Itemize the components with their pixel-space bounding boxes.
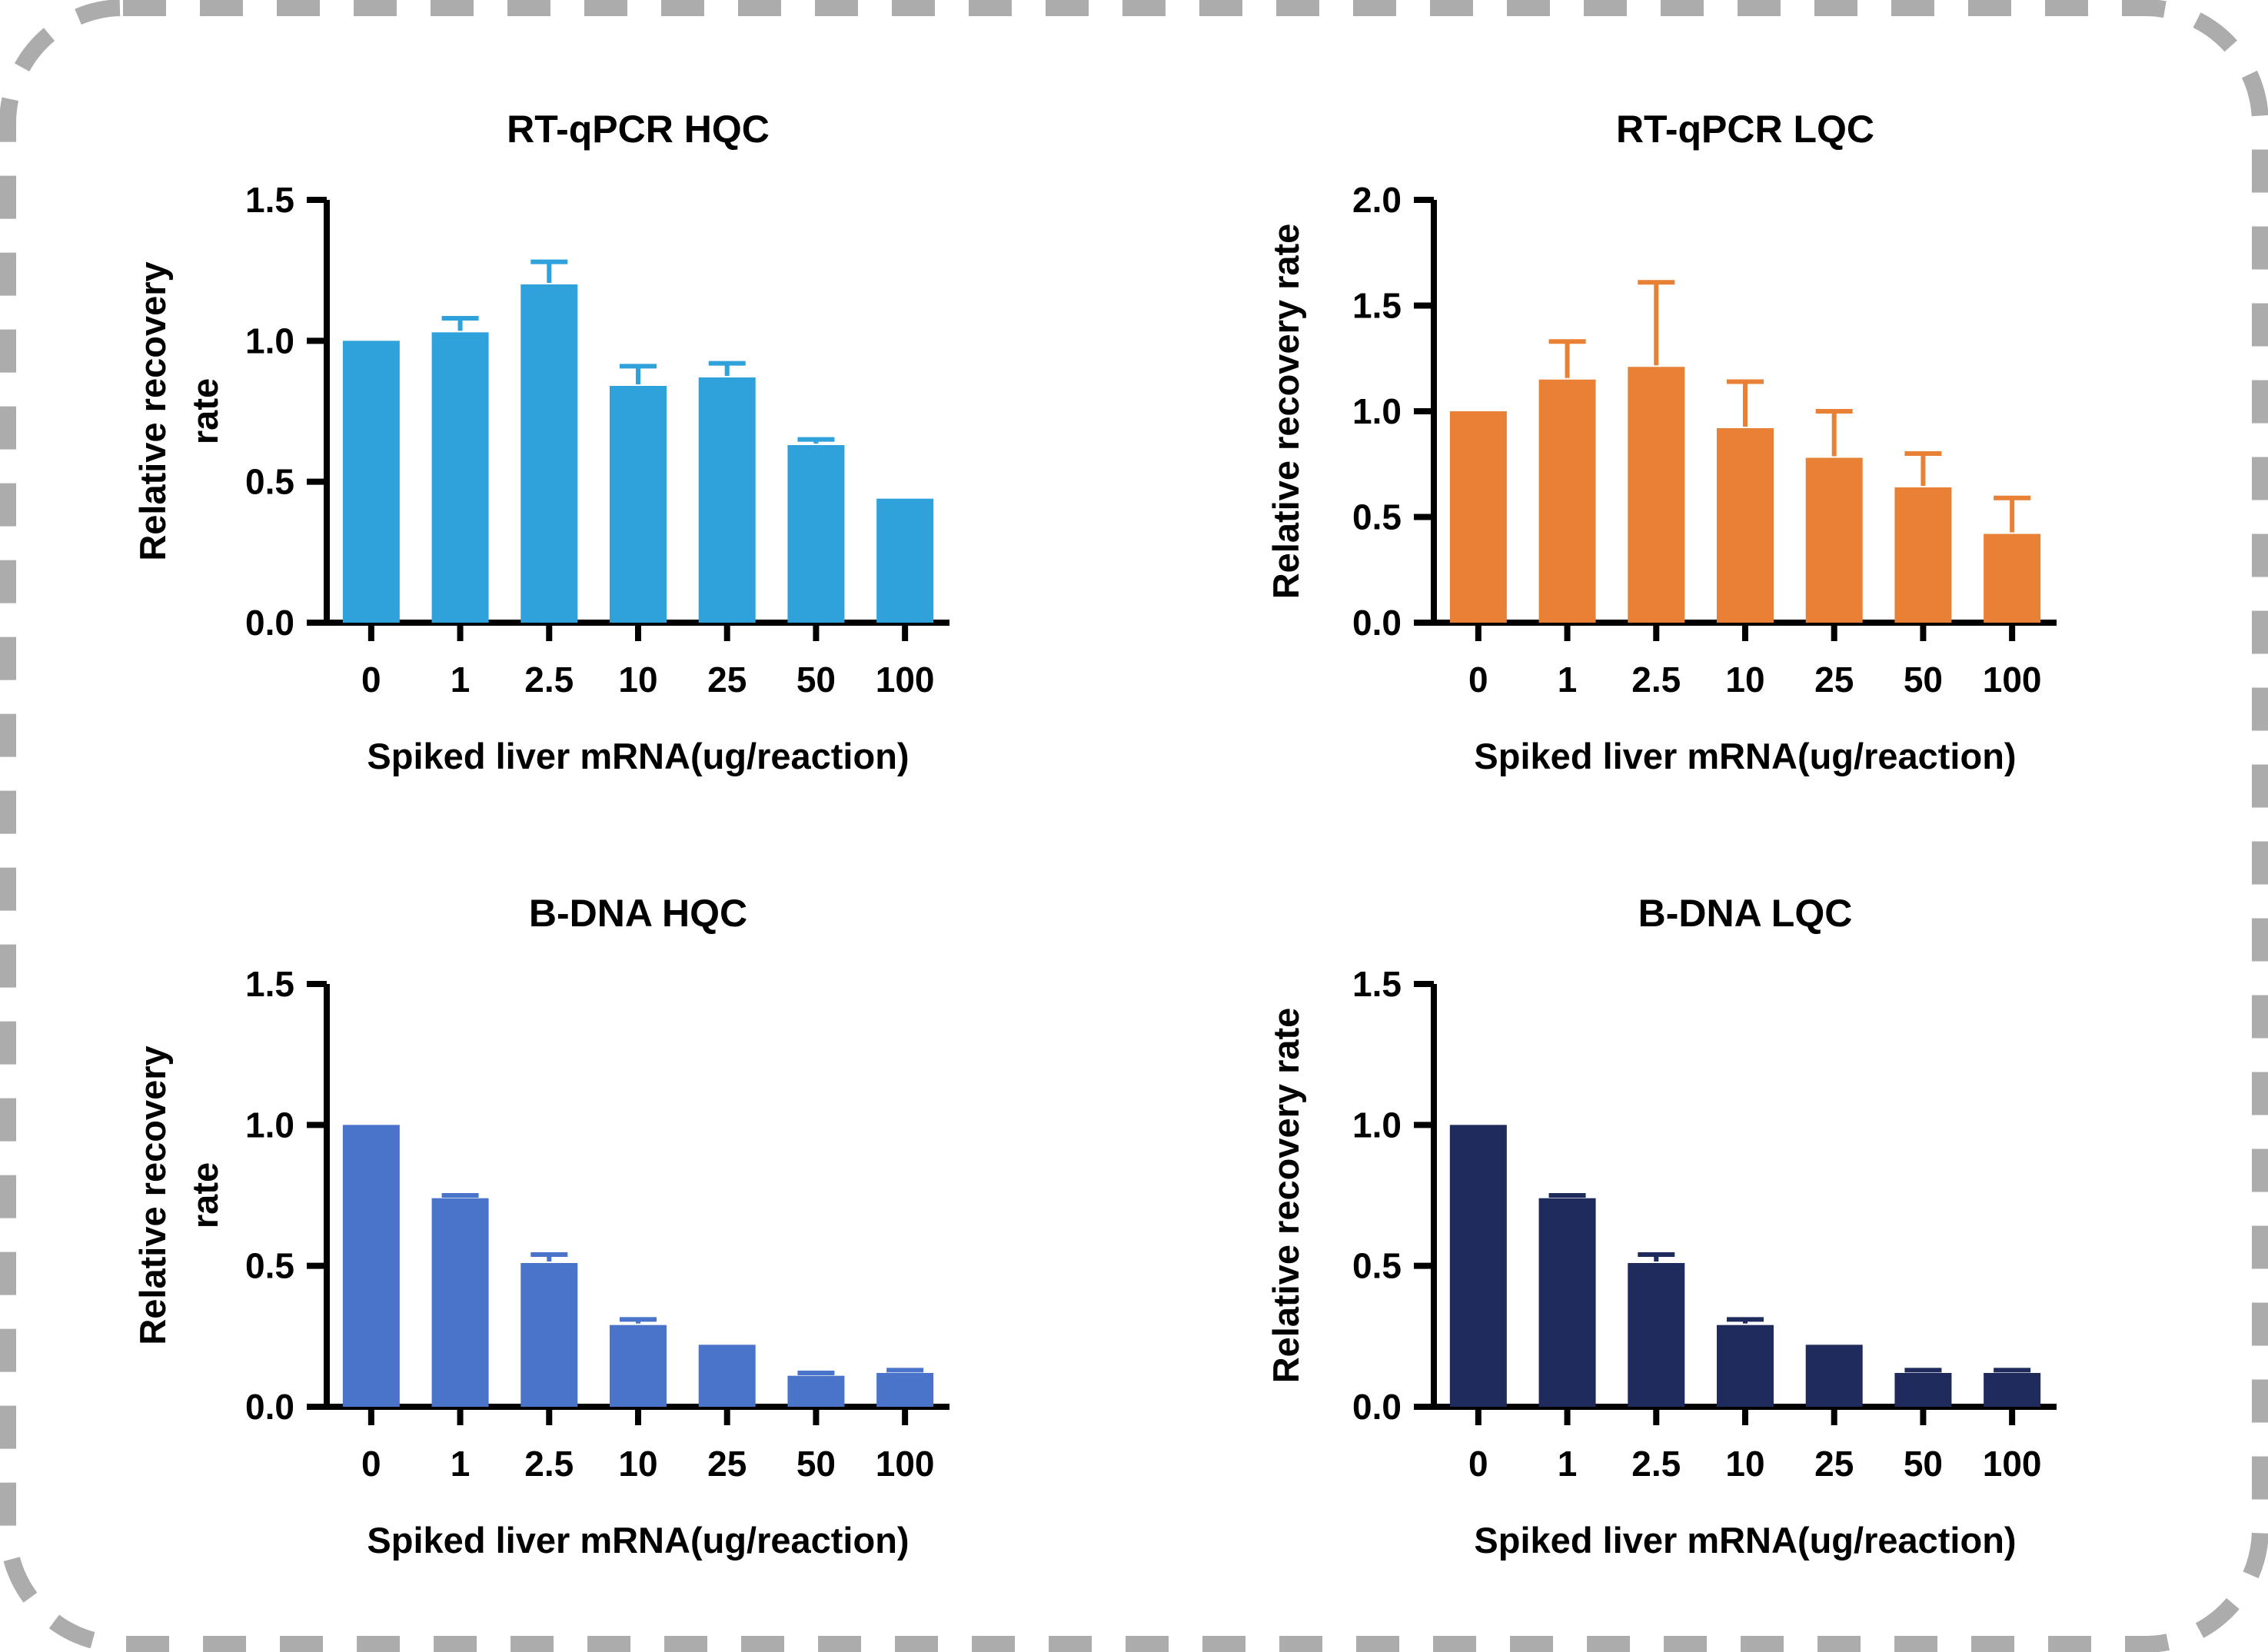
x-tick-label: 50 (1904, 1444, 1943, 1484)
x-tick-label: 100 (876, 1444, 935, 1484)
chart-title: B-DNA HQC (529, 892, 747, 935)
y-axis-label: rate (185, 1162, 225, 1228)
y-tick-label: 1.5 (245, 180, 294, 220)
x-tick-label: 25 (707, 1444, 747, 1484)
x-axis-label: Spiked liver mRNA(ug/reaction) (367, 1520, 909, 1561)
bar-50 (1894, 487, 1952, 623)
bar-25 (1805, 457, 1863, 623)
x-tick-label: 1 (451, 660, 471, 700)
x-tick-label: 100 (876, 660, 935, 700)
x-tick-label: 0 (361, 660, 381, 700)
bar-2.5 (1628, 367, 1685, 623)
y-tick-label: 1.0 (1352, 391, 1402, 431)
y-axis-label: Relative recovery rate (1265, 1008, 1306, 1384)
chart-rt-qpcr-lqc: RT-qPCR LQC 0.0 0.5 1.0 1.5 2.0 0 1 2.5 10 25 50 100… (1196, 54, 2210, 823)
y-axis-label: rate (185, 378, 225, 444)
bar-10 (1717, 1325, 1774, 1407)
bar-1 (1538, 379, 1596, 623)
bar-2.5 (520, 284, 578, 623)
x-tick-label: 50 (1904, 660, 1943, 700)
bar-0 (1449, 411, 1507, 623)
x-tick-label: 25 (1814, 1444, 1854, 1484)
bar-100 (876, 498, 934, 623)
chart-title: B-DNA LQC (1638, 892, 1853, 935)
bar-2.5 (1628, 1263, 1685, 1407)
x-tick-label: 1 (1558, 1444, 1578, 1484)
y-tick-label: 0.5 (1352, 1246, 1402, 1286)
x-tick-label: 50 (796, 1444, 836, 1484)
bar-0 (342, 341, 400, 623)
bar-0 (1449, 1125, 1507, 1407)
bar-0 (342, 1125, 400, 1407)
y-tick-label: 0.5 (245, 462, 294, 502)
x-tick-label: 1 (451, 1444, 471, 1484)
bar-10 (610, 1325, 667, 1407)
y-axis-label: Relative recovery (132, 1045, 173, 1345)
x-tick-label: 2.5 (524, 660, 574, 700)
x-tick-label: 0 (1468, 660, 1488, 700)
bar-50 (787, 445, 845, 623)
x-tick-label: 2.5 (1631, 1444, 1681, 1484)
bar-10 (1717, 428, 1774, 623)
bar-25 (698, 1345, 756, 1407)
y-tick-label: 1.0 (1352, 1105, 1402, 1145)
x-tick-label: 10 (1725, 660, 1764, 700)
y-tick-label: 1.0 (245, 321, 294, 361)
x-tick-label: 2.5 (1631, 660, 1681, 700)
x-tick-label: 100 (1983, 660, 2042, 700)
bar-100 (1984, 1373, 2041, 1407)
x-tick-label: 10 (1725, 1444, 1764, 1484)
x-tick-label: 50 (796, 660, 836, 700)
bar-2.5 (520, 1263, 578, 1407)
y-tick-label: 0.0 (245, 1387, 294, 1427)
bar-50 (787, 1375, 845, 1407)
y-tick-label: 1.0 (245, 1105, 294, 1145)
bar-10 (610, 386, 667, 623)
chart-title: RT-qPCR HQC (507, 108, 770, 151)
y-tick-label: 0.0 (1352, 603, 1402, 643)
chart-title: RT-qPCR LQC (1616, 108, 1874, 151)
x-tick-label: 25 (707, 660, 747, 700)
x-tick-label: 0 (361, 1444, 381, 1484)
chart-b-dna-lqc: B-DNA LQC 0.0 0.5 1.0 1.5 0 1 2.5 10 25 50 100 Spike… (1196, 838, 2210, 1607)
x-tick-label: 10 (618, 660, 657, 700)
x-axis-label: Spiked liver mRNA(ug/reaction) (1474, 736, 2016, 776)
chart-b-dna-hqc: B-DNA HQC 0.0 0.5 1.0 1.5 0 1 2.5 10 25 50 100 Spike… (88, 838, 1103, 1607)
bar-100 (1984, 533, 2041, 623)
bar-25 (1805, 1345, 1863, 1407)
y-tick-label: 1.5 (1352, 286, 1402, 326)
y-tick-label: 2.0 (1352, 180, 1402, 220)
x-axis-label: Spiked liver mRNA(ug/reaction) (367, 736, 909, 776)
y-tick-label: 0.5 (245, 1246, 294, 1286)
x-tick-label: 100 (1983, 1444, 2042, 1484)
bar-50 (1894, 1373, 1952, 1407)
y-tick-label: 0.0 (1352, 1387, 1402, 1427)
x-tick-label: 2.5 (524, 1444, 574, 1484)
bar-25 (698, 377, 756, 623)
x-tick-label: 25 (1814, 660, 1854, 700)
bar-1 (431, 1198, 489, 1407)
x-tick-label: 10 (618, 1444, 657, 1484)
bar-1 (1538, 1198, 1596, 1407)
y-tick-label: 1.5 (245, 964, 294, 1004)
y-tick-label: 0.0 (245, 603, 294, 643)
x-tick-label: 0 (1468, 1444, 1488, 1484)
y-tick-label: 1.5 (1352, 964, 1402, 1004)
y-tick-label: 0.5 (1352, 497, 1402, 537)
y-axis-label: Relative recovery (132, 261, 173, 560)
bar-1 (431, 332, 489, 623)
x-tick-label: 1 (1558, 660, 1578, 700)
x-axis-label: Spiked liver mRNA(ug/reaction) (1474, 1520, 2016, 1561)
y-axis-label: Relative recovery rate (1265, 224, 1306, 600)
chart-rt-qpcr-hqc: RT-qPCR HQC 0.0 0.5 1.0 1.5 0 1 2.5 10 25 50 100 Spi… (88, 54, 1103, 823)
bar-100 (876, 1373, 934, 1407)
